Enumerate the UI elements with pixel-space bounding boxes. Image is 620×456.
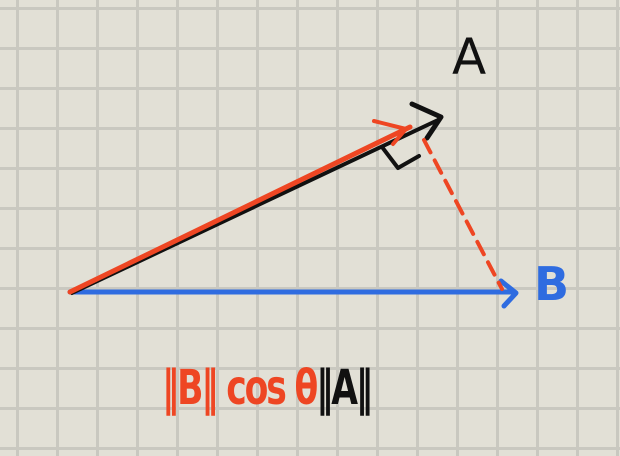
formula-red-part: ‖B‖ cos θ: [162, 360, 318, 416]
right-angle-marker: [380, 145, 421, 170]
projection-arrow: [67, 119, 413, 295]
vector-b-arrow: [67, 278, 519, 309]
projection-formula: ‖B‖ cos θ‖A‖: [162, 360, 373, 424]
formula-black-part: ‖A‖: [316, 360, 373, 416]
vector-b-label: B: [534, 257, 569, 311]
vector-a-label: A: [452, 28, 486, 86]
perpendicular-dashed-line: [422, 138, 504, 291]
